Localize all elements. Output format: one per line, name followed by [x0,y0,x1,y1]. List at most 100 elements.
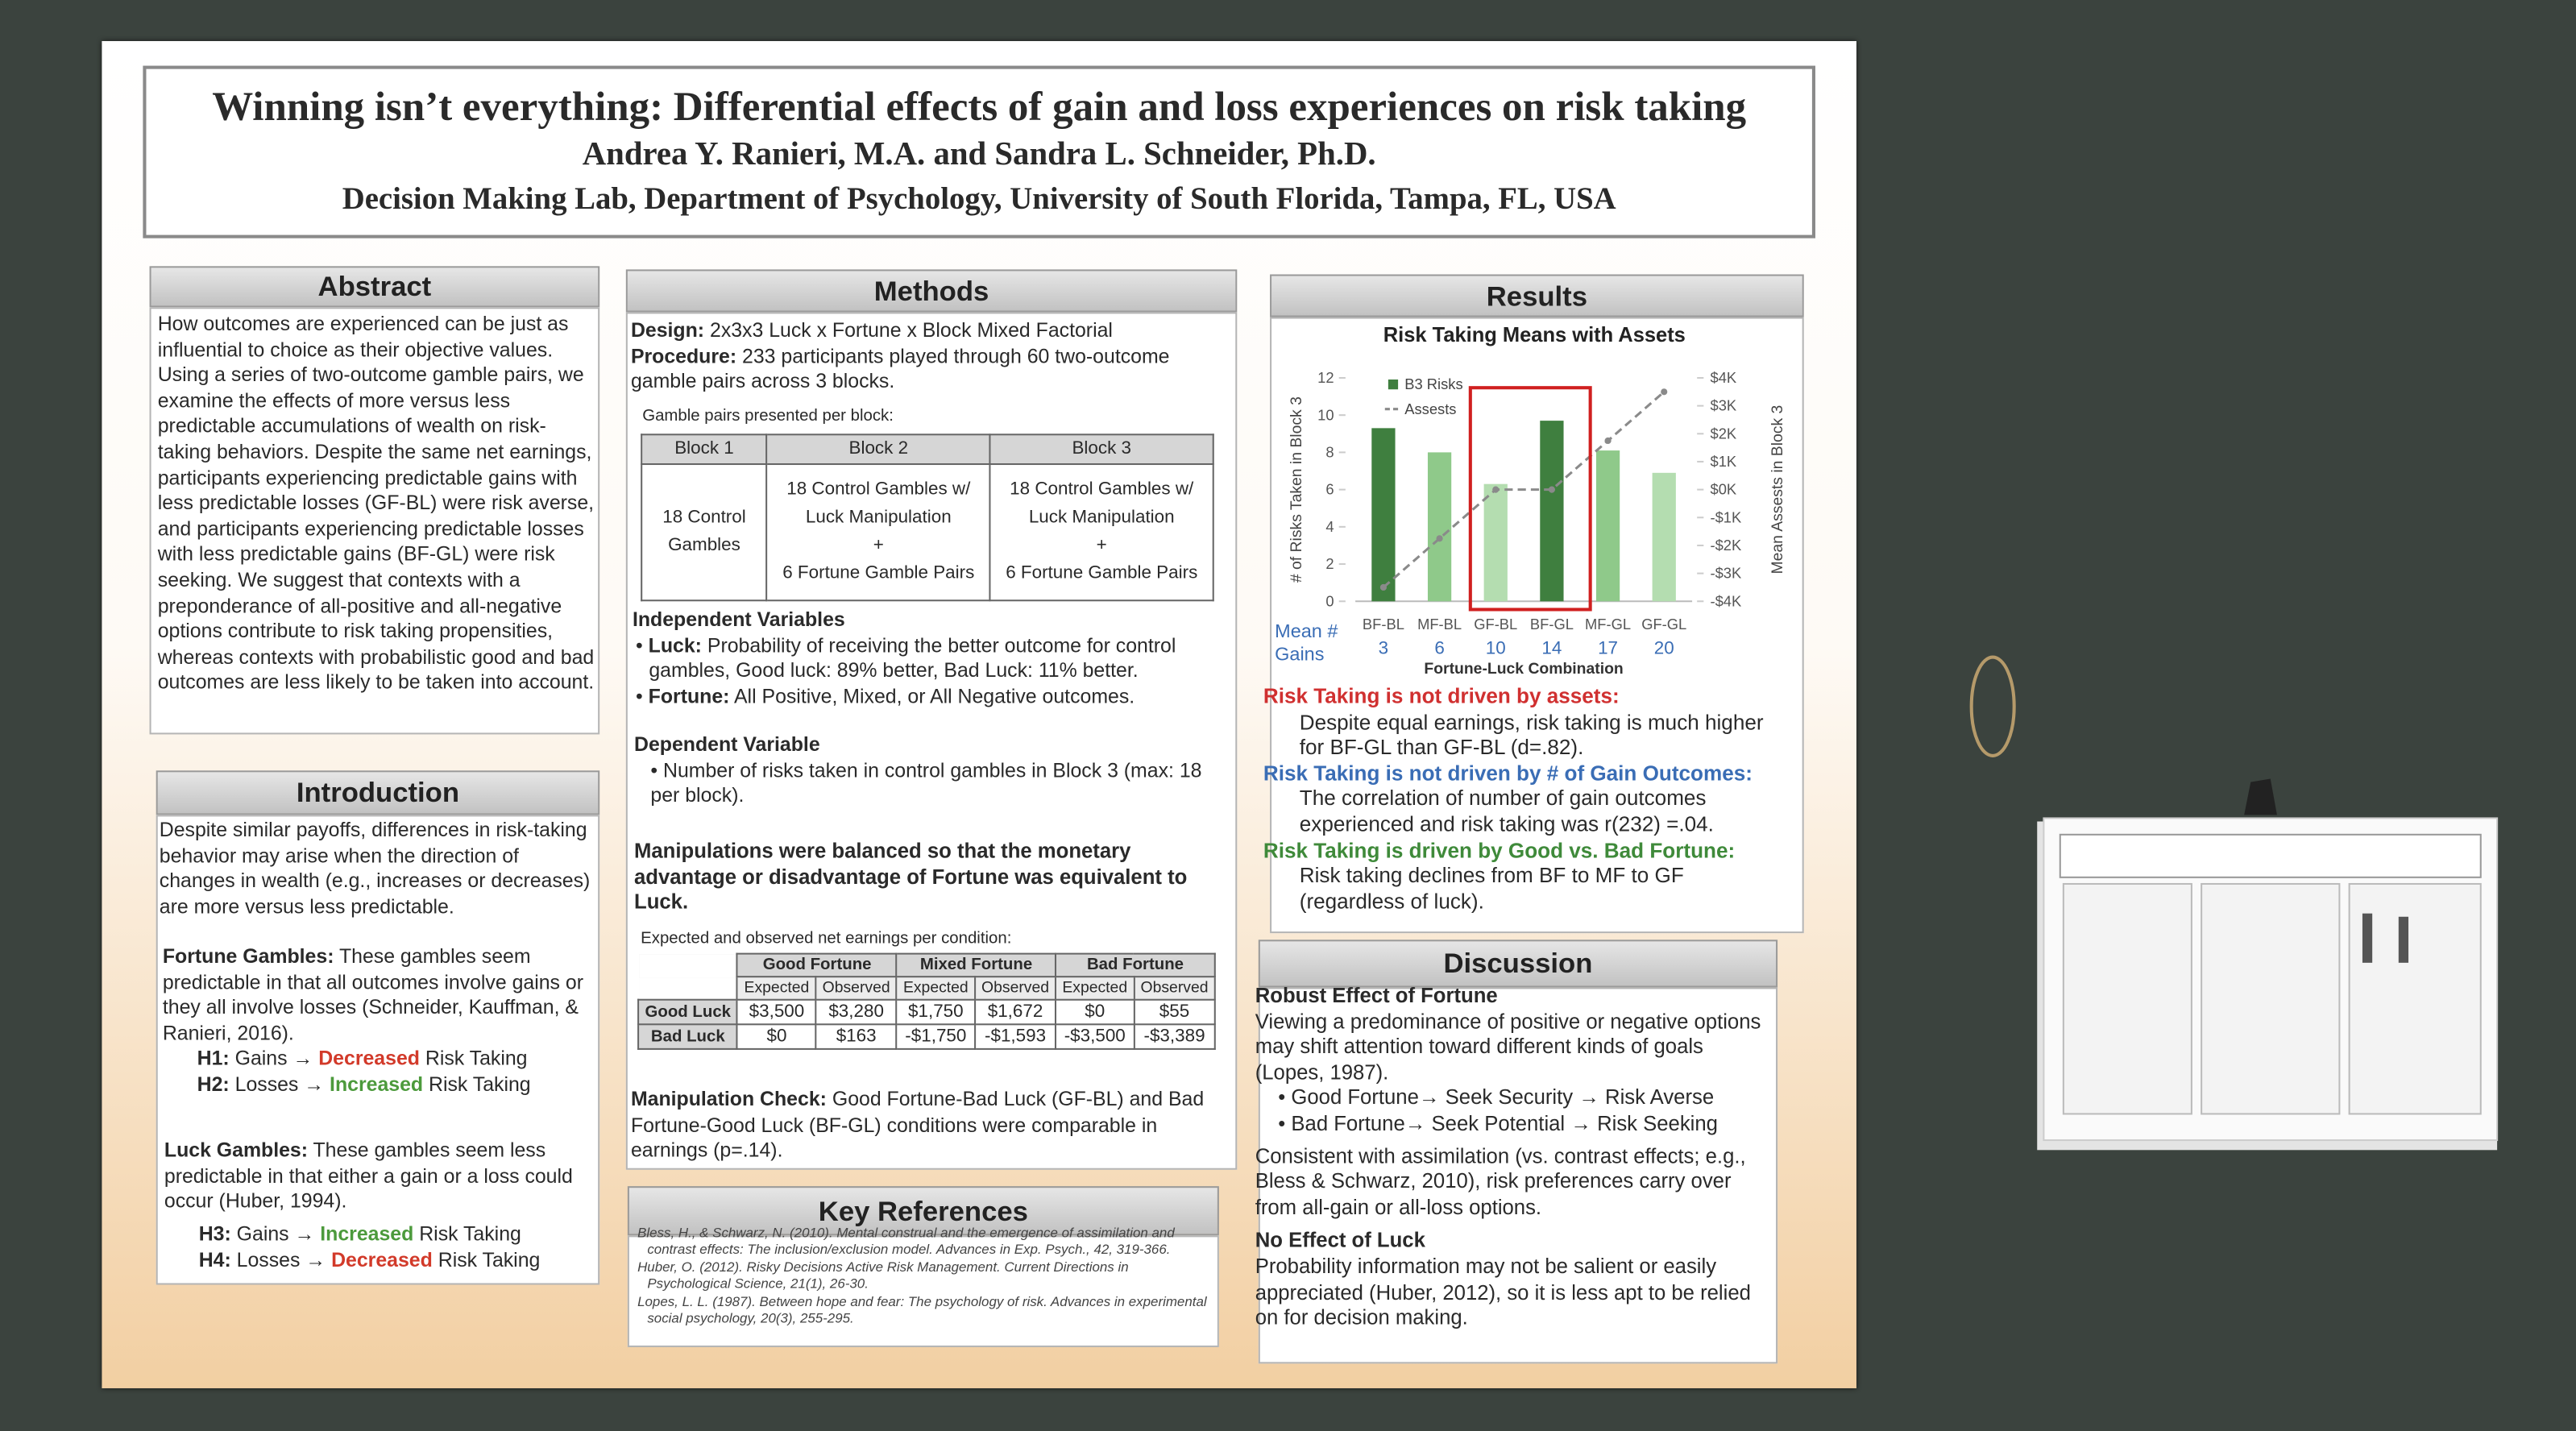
rubber-band [1969,655,2016,757]
references-box [627,1235,1219,1347]
authors: Andrea Y. Ranieri, M.A. and Sandra L. Sc… [582,136,1376,173]
table-wrap: Good Fortune Mixed Fortune Bad Fortune Expe… [637,952,1216,1050]
subhead-cell: Expected [1055,976,1135,1001]
references: Bless, H., & Schwarz, N. (2010). Mental … [634,1224,1209,1325]
cell [638,953,738,977]
text: Number of risks taken in control gambles… [650,758,1202,807]
text: Risk Taking [429,1072,531,1097]
gains-label: Mean # Gains [1275,622,1338,666]
finding-text: Despite equal earnings, risk taking is m… [1299,709,1764,760]
dv-text: • Number of risks taken in control gambl… [650,758,1202,807]
cell: $3,280 [815,998,898,1026]
chart-title: Risk Taking Means with Assets [1383,324,1686,346]
label: Fortune: [648,684,730,708]
cell: -$3,389 [1133,1023,1216,1050]
label: Procedure: [630,344,737,367]
paragraph: Consistent with assimilation (vs. contra… [1255,1144,1746,1219]
cell: -$1,750 [895,1023,976,1050]
cell: $1,750 [895,998,976,1026]
subhead-cell: Expected [895,976,976,1001]
handout-bar [2362,913,2373,963]
table-wrap: Block 1 Block 2 Block 3 18 Control Gambles 1… [641,433,1214,602]
methods-heading: Methods [625,269,1238,313]
x-axis-label: Fortune-Luck Combination [1424,660,1623,678]
cell: -$3,500 [1055,1023,1135,1050]
balanced: Manipulations were balanced so that the … [634,839,1188,915]
label: Fortune Gambles: [162,944,334,968]
text: Risk Taking [438,1248,541,1272]
x-tick-label: BF-BL [1363,616,1404,633]
intro-text: Despite similar payoffs, differences in … [159,818,591,919]
label: H2: [197,1072,230,1097]
y2-tick-label: $1K [1710,453,1736,470]
legend-label: Assests [1404,400,1456,417]
finding-heading: Risk Taking is not driven by assets: [1263,683,1620,708]
row: Good Fortune Mixed Fortune Bad Fortune [638,952,1216,978]
y2-tick-label: -$2K [1710,537,1742,554]
legend-swatch [1388,380,1399,390]
subhead-cell: Observed [1133,976,1216,1001]
finding-text: The correlation of number of gain outcom… [1299,786,1714,836]
hypotheses: H1: Gains → Decreased Risk Taking H2: Los… [197,1045,531,1097]
label: Luck: [648,633,702,657]
cell-line: 18 Control Gambles [662,507,746,555]
bullet: • Bad Fortune→ Seek Potential → Risk See… [1278,1112,1718,1135]
point [1661,388,1668,396]
paragraph: Probability information may not be salie… [1255,1255,1751,1329]
iv: Independent Variables • Luck: Probability… [633,608,1227,710]
y2-axis-label: Mean Assests in Block 3 [1769,405,1786,574]
header-cell: Block 1 [641,433,768,465]
subhead-cell: Observed [973,976,1057,1001]
row: Block 1 Block 2 Block 3 [641,433,1214,465]
label: Design: [630,318,705,342]
cell: $0 [1055,998,1135,1026]
references-heading: Key References [627,1186,1219,1236]
text: All Positive, Mixed, or All Negative out… [733,684,1135,708]
label: Manipulation Check: [630,1087,827,1111]
y-tick-label: 4 [1325,518,1334,535]
x-tick-label: BF-GL [1530,616,1574,633]
effect: Decreased [331,1248,433,1272]
handout-title [2059,833,2482,878]
cell-line: 6 Fortune Gamble Pairs [1006,562,1198,583]
title: Winning isn’t everything: Differential e… [212,85,1747,131]
affiliation: Decision Making Lab, Department of Psych… [342,182,1616,218]
table: Block 1 Block 2 Block 3 18 Control Gambles 1… [641,433,1214,602]
highlight [1468,386,1592,612]
cell: 18 Control Gambles [641,462,768,602]
y2-tick-label: -$3K [1710,565,1742,582]
text: Probability of receiving the better outc… [649,633,1176,682]
cell: $3,500 [736,998,817,1026]
label: Luck Gambles: [164,1139,309,1162]
gains-value: 6 [1434,638,1444,658]
hypothesis: H1: Gains → Decreased Risk Taking [197,1045,531,1072]
findings: Risk Taking is not driven by assets: Desp… [1263,683,1793,914]
y-tick-label: 6 [1325,481,1334,498]
wall-items [1969,655,2499,1151]
subheading: No Effect of Luck [1255,1229,1425,1253]
heading: Dependent Variable [634,732,820,756]
x-tick-label: GF-BL [1474,616,1517,633]
title-box: Winning isn’t everything: Differential e… [143,65,1815,238]
group-cell: Mixed Fortune [895,952,1057,978]
y2-tick-label: -$1K [1710,508,1742,525]
cell-line: 6 Fortune Gamble Pairs [782,562,975,583]
cell-line: + [873,535,884,555]
caption: Expected and observed net earnings per c… [641,930,1012,948]
y-axis-label: # of Risks Taken in Block 3 [1288,396,1305,583]
header-cell: Block 3 [989,433,1214,465]
label: H4: [198,1248,231,1272]
y2-tick-label: $0K [1710,481,1736,498]
hypotheses: H3: Gains → Increased Risk Taking H4: Los… [199,1221,541,1273]
gains-value: 20 [1654,638,1674,658]
effect: Decreased [318,1046,420,1070]
cell: 18 Control Gambles w/ Luck Manipulation +… [765,462,991,602]
effect: Increased [320,1222,414,1246]
discussion-box [1258,987,1778,1364]
text: Good Fortune→ Seek Security → Risk Avers… [1291,1086,1715,1110]
row: Expected Observed Expected Observed Expected… [638,976,1216,1001]
row-header: Good Luck [637,998,739,1026]
text: 233 participants played through 60 two-o… [630,344,1170,393]
reference: Bless, H., & Schwarz, N. (2010). Mental … [637,1224,1175,1257]
